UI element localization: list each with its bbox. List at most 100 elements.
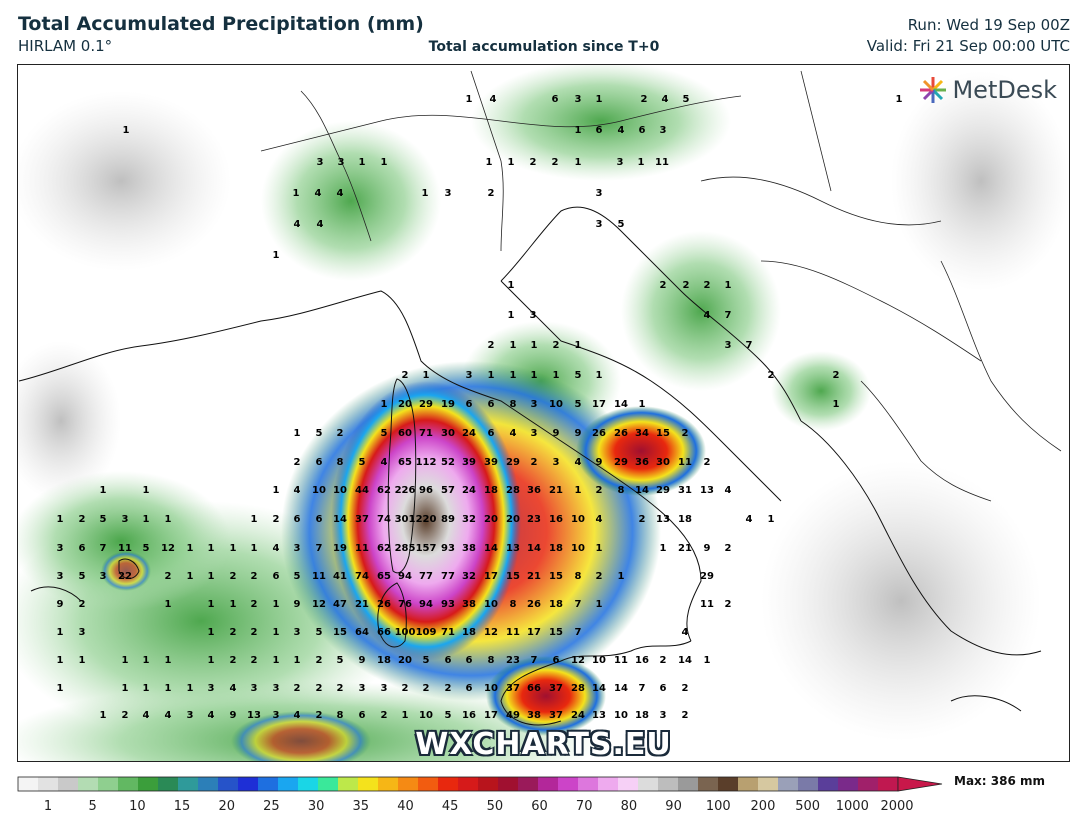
precip-value: 2	[682, 683, 689, 694]
valid-time: Valid: Fri 21 Sep 00:00 UTC	[866, 37, 1070, 55]
precip-value: 6	[466, 399, 473, 410]
precip-value: 2	[704, 280, 711, 291]
precip-value: 62	[377, 485, 391, 496]
legend-tick-label: 60	[531, 799, 548, 814]
max-value-label: Max: 386 mm	[954, 774, 1045, 788]
precip-value: 3	[338, 157, 345, 168]
precip-value: 13	[247, 710, 261, 721]
precip-value: 1	[122, 683, 129, 694]
legend-swatch	[258, 777, 279, 791]
precip-value: 11	[678, 457, 692, 468]
precip-value: 3	[251, 683, 258, 694]
precip-value: 2	[725, 543, 732, 554]
precip-value: 1	[273, 250, 280, 261]
precip-value: 2	[230, 627, 237, 638]
precip-value: 38	[462, 599, 476, 610]
legend-swatch	[158, 777, 179, 791]
precip-value: 1	[575, 340, 582, 351]
legend-tick-label: 45	[442, 799, 459, 814]
precip-value: 1	[725, 280, 732, 291]
precip-value: 1	[381, 157, 388, 168]
precip-value: 20	[398, 655, 412, 666]
precip-value: 77	[419, 571, 433, 582]
legend-swatch	[238, 777, 259, 791]
legend-tick-label: 2000	[880, 799, 913, 814]
precip-value: 157	[416, 543, 437, 554]
precip-value: 37	[549, 710, 563, 721]
precip-value: 16	[462, 710, 476, 721]
precip-value: 1	[575, 157, 582, 168]
precip-value: 57	[441, 485, 455, 496]
precip-value: 74	[355, 571, 369, 582]
precip-value: 3	[445, 188, 452, 199]
precip-value: 17	[527, 627, 541, 638]
legend-tick-label: 500	[795, 799, 820, 814]
precip-value: 1	[833, 399, 840, 410]
precip-value: 9	[294, 599, 301, 610]
run-time: Run: Wed 19 Sep 00Z	[907, 16, 1070, 34]
precip-value: 2	[660, 280, 667, 291]
precip-value: 1	[187, 571, 194, 582]
precip-value: 2	[273, 514, 280, 525]
precip-value: 3	[359, 683, 366, 694]
precip-value: 6	[488, 428, 495, 439]
precip-value: 4	[596, 514, 603, 525]
precip-value: 11	[614, 655, 628, 666]
precip-value: 7	[100, 543, 107, 554]
precip-value: 8	[575, 571, 582, 582]
legend-swatch	[298, 777, 319, 791]
precip-value: 4	[165, 710, 172, 721]
precip-value: 30	[656, 457, 670, 468]
precip-value: 10	[549, 399, 563, 410]
precip-value: 1	[230, 599, 237, 610]
precip-value: 1	[123, 125, 130, 136]
precip-value: 20	[484, 514, 498, 525]
precip-value: 4	[381, 457, 388, 468]
precip-value: 1	[273, 485, 280, 496]
precip-value: 44	[355, 485, 369, 496]
precip-value: 4	[208, 710, 215, 721]
legend-swatch	[138, 777, 159, 791]
precip-value: 1	[359, 157, 366, 168]
legend-swatch	[98, 777, 119, 791]
precip-value: 1	[208, 543, 215, 554]
legend-tick-label: 25	[263, 799, 280, 814]
precip-value: 4	[317, 219, 324, 230]
precip-value: 38	[462, 543, 476, 554]
precip-value: 3	[575, 94, 582, 105]
legend-swatch	[618, 777, 639, 791]
precip-value: 71	[441, 627, 455, 638]
legend-max-arrow	[897, 776, 943, 792]
precip-value: 3	[553, 457, 560, 468]
precip-value: 2	[122, 710, 129, 721]
precip-value: 6	[273, 571, 280, 582]
precip-value: 285	[395, 543, 416, 554]
precip-value: 2	[833, 370, 840, 381]
precip-value: 2	[294, 683, 301, 694]
precip-value: 10	[312, 485, 326, 496]
precip-value: 1	[208, 571, 215, 582]
precip-value: 5	[575, 399, 582, 410]
precip-value: 14	[614, 683, 628, 694]
precip-value: 3	[531, 428, 538, 439]
precip-value: 6	[316, 457, 323, 468]
precip-value: 38	[527, 710, 541, 721]
precip-value: 1	[423, 370, 430, 381]
precip-value: 7	[531, 655, 538, 666]
legend-swatch	[738, 777, 759, 791]
precip-value: 13	[656, 514, 670, 525]
precip-value: 2	[768, 370, 775, 381]
precip-value: 37	[506, 683, 520, 694]
precip-value: 1	[575, 125, 582, 136]
precip-value: 65	[398, 457, 412, 468]
precip-value: 2	[316, 710, 323, 721]
precip-value: 47	[333, 599, 347, 610]
legend-swatch	[858, 777, 879, 791]
legend-swatches	[17, 776, 943, 792]
precip-value: 5	[618, 219, 625, 230]
legend-swatch	[278, 777, 299, 791]
legend-swatch	[518, 777, 539, 791]
precip-value: 9	[57, 599, 64, 610]
precip-value: 1	[660, 543, 667, 554]
precip-value: 3	[660, 710, 667, 721]
